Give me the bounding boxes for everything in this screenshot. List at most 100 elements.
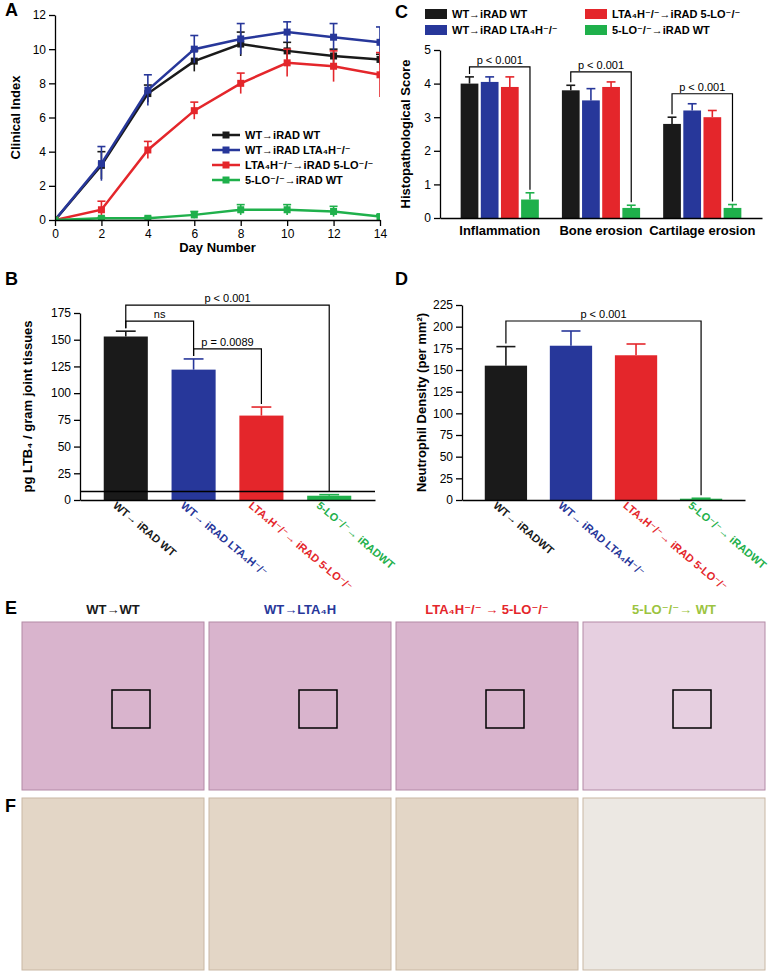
error-line bbox=[193, 359, 195, 370]
error-bar bbox=[144, 141, 152, 158]
axis-line bbox=[462, 306, 463, 501]
error-bar bbox=[561, 331, 580, 346]
tick-mark bbox=[55, 220, 56, 226]
tick-mark bbox=[434, 117, 440, 118]
legend-label: WT→iRAD WT bbox=[452, 8, 527, 20]
tick-label: Bone erosion bbox=[559, 223, 642, 238]
error-cap bbox=[688, 103, 697, 105]
image-label: 5-LO⁻/⁻→ WT bbox=[632, 602, 716, 617]
y-axis: 012345 bbox=[424, 43, 440, 225]
tick: 50 bbox=[58, 440, 80, 454]
y-axis: 0255075100125150175200225 bbox=[433, 298, 463, 507]
error-cap bbox=[505, 76, 514, 78]
error-line bbox=[125, 331, 127, 336]
legend-item: LTA₄H⁻/⁻→iRAD 5-LO⁻/⁻ bbox=[585, 8, 740, 20]
y-axis: 024681012 bbox=[33, 8, 56, 227]
tick-label: 75 bbox=[58, 413, 72, 427]
axis-line bbox=[56, 220, 381, 221]
tick: 150 bbox=[51, 333, 80, 347]
error-cap bbox=[708, 110, 717, 112]
panel-label: F bbox=[5, 796, 16, 816]
tick: 5-LO⁻/⁻→ iRADWT bbox=[314, 499, 397, 571]
error-cap bbox=[627, 343, 646, 345]
error-bar bbox=[144, 75, 152, 106]
error-cap bbox=[376, 26, 380, 28]
tick-label: 75 bbox=[440, 428, 454, 442]
bar bbox=[485, 366, 527, 500]
micrograph bbox=[209, 622, 391, 790]
point bbox=[237, 80, 244, 87]
error-cap bbox=[496, 346, 515, 348]
tick-label: 2 bbox=[39, 179, 46, 193]
error-line bbox=[671, 117, 673, 124]
tick-mark bbox=[434, 218, 440, 219]
tick-mark bbox=[49, 117, 55, 118]
tick-label: 8 bbox=[238, 227, 245, 241]
error-cap bbox=[728, 204, 737, 206]
legend-swatch bbox=[425, 25, 447, 35]
tick: Bone erosion bbox=[559, 223, 642, 238]
tick: 3 bbox=[424, 111, 440, 125]
tick-mark bbox=[456, 327, 462, 328]
error-bar bbox=[496, 347, 515, 366]
error-bar bbox=[184, 359, 204, 370]
tick-label: 125 bbox=[51, 360, 71, 374]
tick-label: 12 bbox=[33, 8, 47, 22]
tick: 75 bbox=[58, 413, 80, 427]
error-cap bbox=[330, 50, 338, 52]
legend: WT→iRAD WTWT→iRAD LTA₄H⁻/⁻LTA₄H⁻/⁻→iRAD … bbox=[425, 8, 740, 36]
legend-label: 5-LO⁻/⁻→iRAD WT bbox=[245, 174, 343, 186]
tick: 200 bbox=[433, 320, 462, 334]
tick-mark bbox=[74, 446, 80, 447]
tick: 100 bbox=[433, 407, 462, 421]
error-bar bbox=[688, 104, 697, 111]
error-cap bbox=[184, 358, 204, 360]
tick: 2 bbox=[39, 179, 55, 193]
error-bar bbox=[330, 24, 338, 51]
tick: 175 bbox=[433, 342, 462, 356]
error-bar bbox=[319, 495, 339, 496]
point bbox=[237, 35, 244, 42]
error-bar bbox=[627, 344, 646, 355]
tick: 0 bbox=[39, 213, 55, 227]
tick-label: WT→ iRADWT bbox=[491, 499, 556, 557]
tick-mark bbox=[287, 220, 288, 226]
error-cap bbox=[668, 116, 677, 118]
tick-label: 5-LO⁻/⁻→ iRADWT bbox=[686, 499, 769, 571]
y-axis: 0255075100125150175 bbox=[51, 306, 81, 507]
tick-mark bbox=[456, 478, 462, 479]
image-label: WT→LTA₄H bbox=[264, 602, 336, 617]
tick-label: 175 bbox=[433, 342, 453, 356]
error-line bbox=[469, 77, 471, 84]
legend-marker bbox=[223, 177, 230, 184]
tick: 0 bbox=[64, 493, 80, 507]
legend-marker bbox=[223, 162, 230, 169]
tick-label: 125 bbox=[433, 385, 453, 399]
error-cap bbox=[330, 23, 338, 25]
error-cap bbox=[526, 192, 535, 194]
plot-area bbox=[461, 77, 742, 218]
legend-label: 5-LO⁻/⁻→iRAD WT bbox=[612, 24, 710, 36]
tick-label: Inflammation bbox=[459, 223, 540, 238]
error-cap bbox=[97, 200, 105, 202]
bar bbox=[239, 416, 283, 500]
panel-label: A bbox=[5, 0, 18, 20]
legend-item: WT→iRAD WT bbox=[425, 8, 527, 20]
tick-label: 0 bbox=[446, 493, 453, 507]
tick: 6 bbox=[39, 111, 55, 125]
annotation: p < 0.001 bbox=[580, 308, 626, 320]
tick-mark bbox=[49, 49, 55, 50]
panel-label: E bbox=[5, 598, 17, 618]
tick: 12 bbox=[327, 220, 341, 241]
axis-title: Neutrophil Density (per mm²) bbox=[414, 313, 429, 492]
tick: 12 bbox=[33, 8, 55, 22]
tick-mark bbox=[194, 220, 195, 226]
tick-mark bbox=[49, 186, 55, 187]
micrograph bbox=[583, 622, 765, 790]
tick-mark bbox=[456, 457, 462, 458]
error-bar bbox=[505, 77, 514, 87]
panel-label: C bbox=[395, 2, 408, 22]
bracket bbox=[126, 321, 194, 356]
error-cap bbox=[237, 204, 245, 206]
axis-line bbox=[55, 16, 56, 221]
